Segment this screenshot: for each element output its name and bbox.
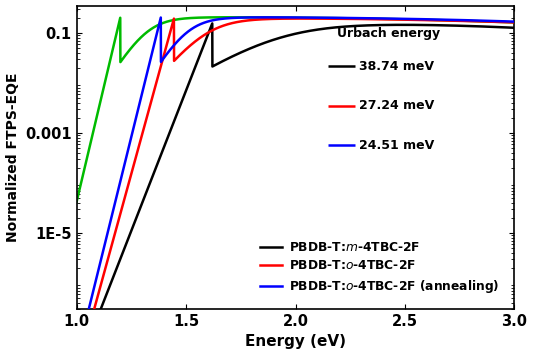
Y-axis label: Normalized FTPS-EQE: Normalized FTPS-EQE (5, 72, 20, 242)
Text: 38.74 meV: 38.74 meV (359, 60, 434, 73)
Text: 27.24 meV: 27.24 meV (359, 99, 434, 112)
X-axis label: Energy (eV): Energy (eV) (245, 334, 346, 349)
Text: Urbach energy: Urbach energy (337, 27, 440, 40)
Text: 24.51 meV: 24.51 meV (359, 139, 434, 152)
Legend: PBDB-T:$m$-4TBC-2F, PBDB-T:$o$-4TBC-2F, PBDB-T:$o$-4TBC-2F (annealing): PBDB-T:$m$-4TBC-2F, PBDB-T:$o$-4TBC-2F, … (256, 236, 504, 300)
